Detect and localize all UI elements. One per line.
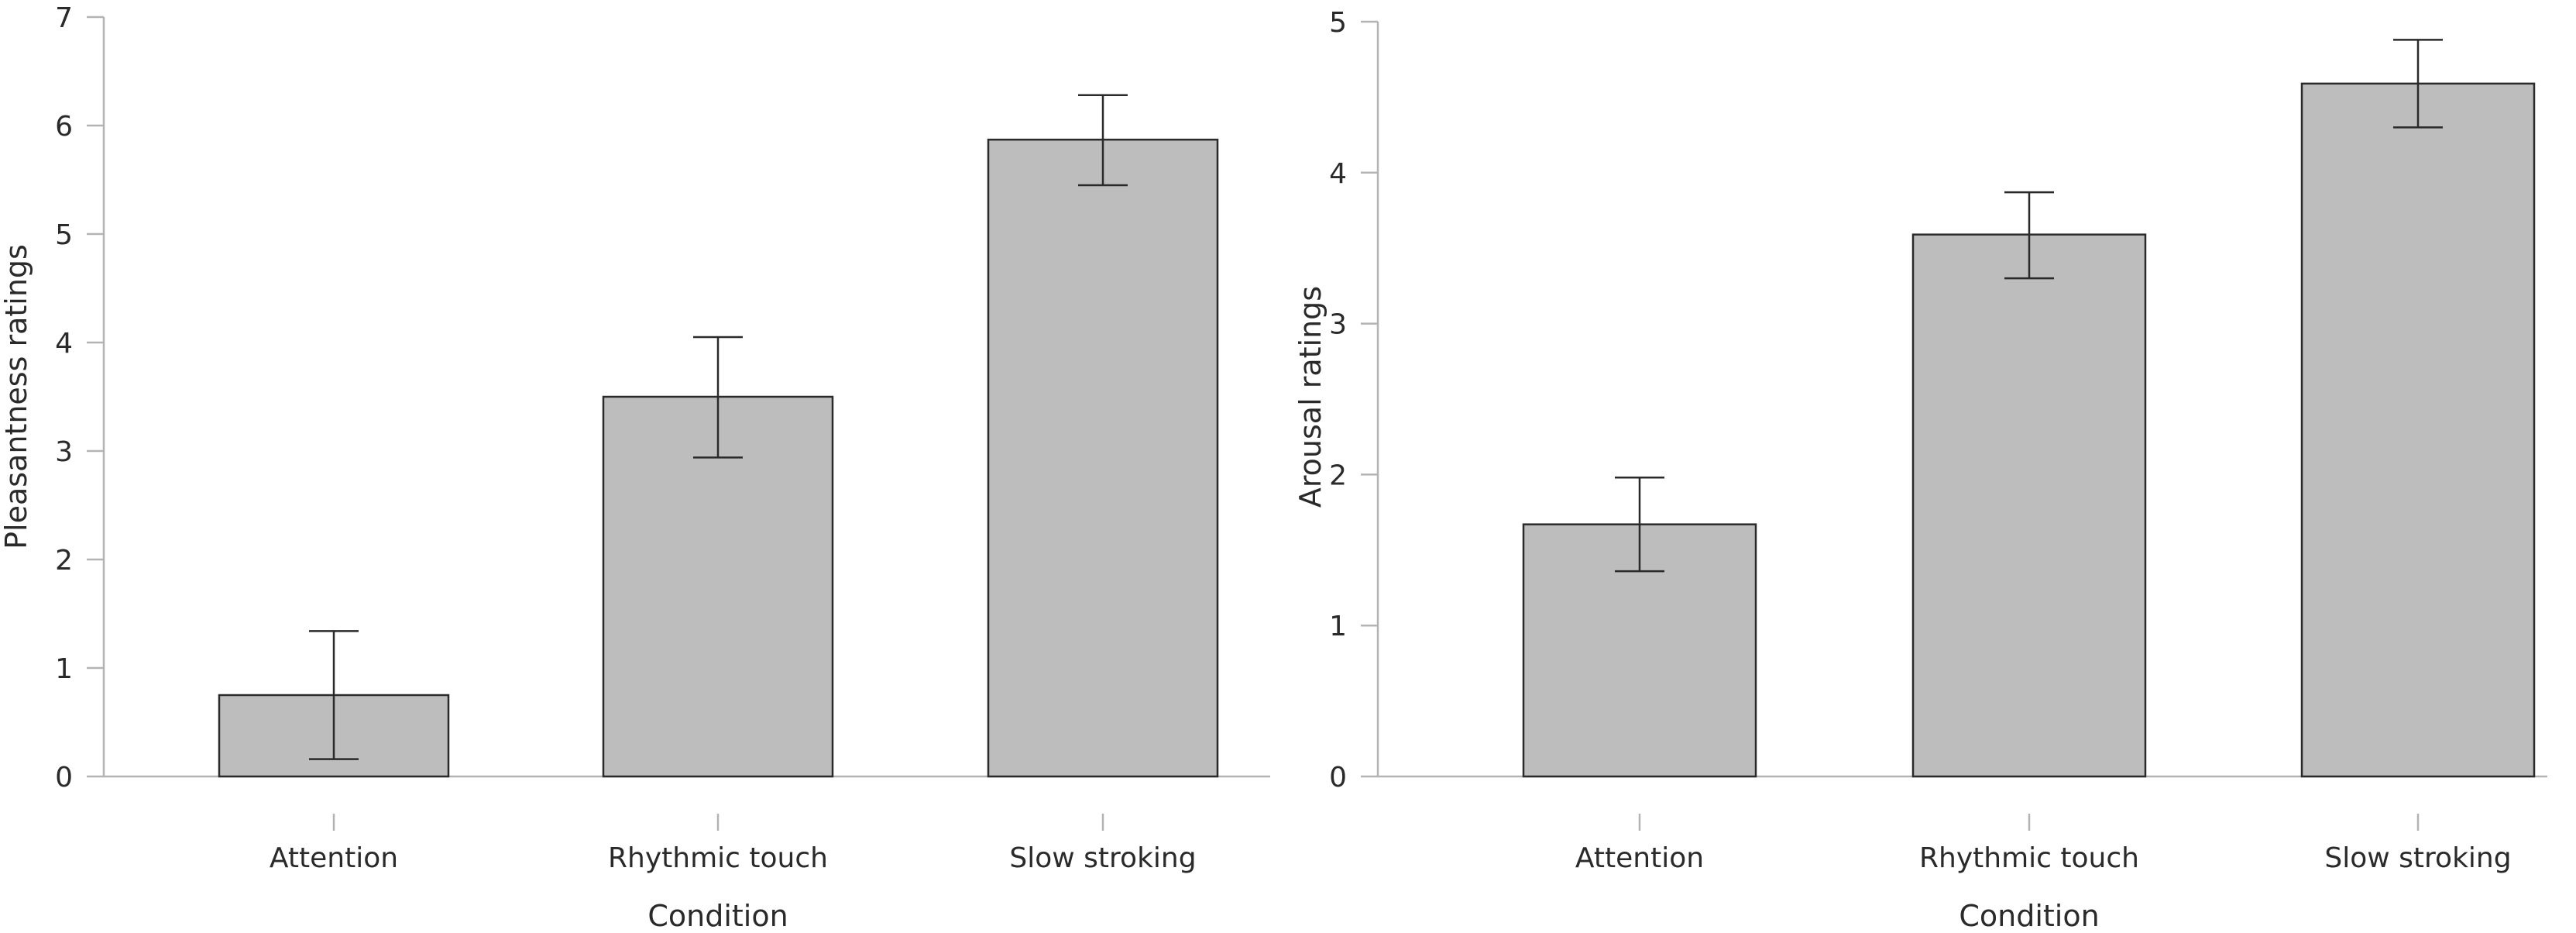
- pleasantness-error-bar-1: [309, 630, 359, 760]
- pleasantness-y-tick-label: 4: [55, 328, 73, 360]
- pleasantness-category-label: Slow stroking: [1009, 842, 1196, 874]
- arousal-chart: 0 1 2 3 4 5 Attention Rhythmic touch Slow stroki…: [1293, 7, 2547, 933]
- pleasantness-chart: 0 1 2 3 4 5 6 7 Attention Rhythmic touch Slow stro…: [0, 2, 1270, 933]
- pleasantness-error-bar-3: [1078, 94, 1128, 187]
- pleasantness-bar-3: [987, 138, 1219, 778]
- arousal-error-bar-1: [1615, 477, 1664, 573]
- pleasantness-x-axis-title: Condition: [647, 899, 788, 933]
- arousal-y-axis-title: Arousal ratings: [1293, 286, 1327, 508]
- arousal-y-tick-label: 3: [1329, 309, 1347, 341]
- arousal-y-tick-label: 5: [1329, 7, 1347, 39]
- arousal-y-tick-label: 1: [1329, 611, 1347, 642]
- arousal-error-bar-2: [2004, 191, 2054, 280]
- arousal-y-tick-label: 2: [1329, 460, 1347, 491]
- arousal-x-axis-title: Condition: [1959, 899, 2099, 933]
- pleasantness-category-label: Attention: [270, 842, 398, 874]
- pleasantness-y-tick-label: 5: [55, 219, 73, 251]
- pleasantness-y-tick-label: 2: [55, 545, 73, 577]
- arousal-category-label: Slow stroking: [2324, 842, 2511, 874]
- arousal-y-tick-label: 0: [1329, 762, 1347, 794]
- arousal-error-bar-3: [2393, 39, 2443, 129]
- pleasantness-y-tick-label: 0: [55, 762, 73, 794]
- arousal-category-label: Attention: [1575, 842, 1704, 874]
- pleasantness-error-bar-2: [693, 336, 743, 459]
- arousal-y-tick-label: 4: [1329, 158, 1347, 190]
- arousal-bar-3: [2300, 82, 2536, 778]
- arousal-bar-2: [1911, 233, 2147, 778]
- pleasantness-y-tick-label: 1: [55, 653, 73, 685]
- pleasantness-y-axis-title: Pleasantness ratings: [0, 244, 33, 549]
- arousal-category-label: Rhythmic touch: [1919, 842, 2139, 874]
- pleasantness-y-tick-label: 3: [55, 436, 73, 468]
- pleasantness-category-label: Rhythmic touch: [608, 842, 828, 874]
- pleasantness-bar-2: [602, 395, 834, 778]
- pleasantness-y-tick-label: 7: [55, 2, 73, 34]
- pleasantness-y-tick-label: 6: [55, 111, 73, 143]
